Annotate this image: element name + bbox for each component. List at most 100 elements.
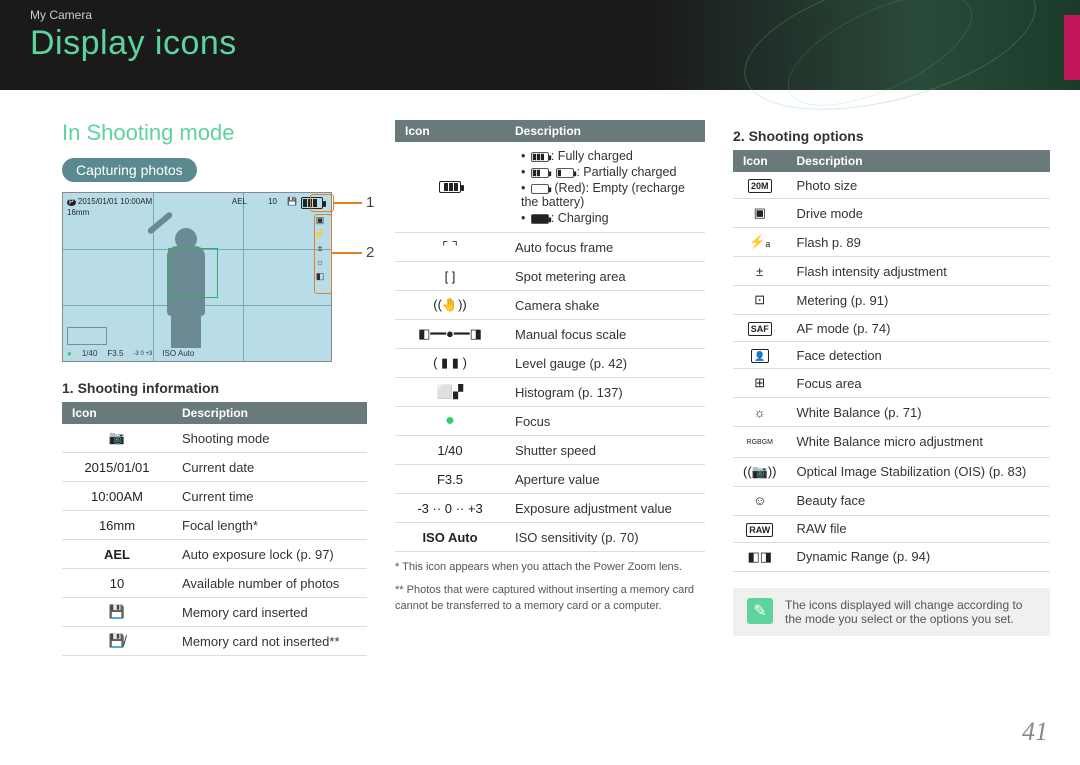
table-row: ± Flash intensity adjustment	[733, 257, 1050, 286]
row-battery: : Fully charged : Partially charged (Red…	[395, 142, 705, 233]
lcd-iso: ISO Auto	[162, 349, 194, 358]
white-balance-icon: ☼	[750, 403, 770, 421]
table-row: ● Focus	[395, 407, 705, 436]
note-text: The icons displayed will change accordin…	[785, 598, 1036, 626]
icon-description: Optical Image Stabilization (OIS) (p. 83…	[787, 457, 1050, 486]
table-row: F3.5Aperture value	[395, 465, 705, 494]
no-memory-card-icon: 💾̸	[107, 632, 127, 650]
table-row: 16mm Focal length*	[62, 511, 367, 540]
icon-description: Shooting mode	[172, 424, 367, 453]
note-box: ✎ The icons displayed will change accord…	[733, 588, 1050, 636]
battery-icon	[439, 178, 461, 196]
th-icon: Icon	[733, 150, 787, 172]
table-row: ⌜ ⌝Auto focus frame	[395, 233, 705, 262]
table-row: ☺ Beauty face	[733, 486, 1050, 515]
table-row: 💾̸Memory card not inserted**	[62, 627, 367, 656]
icon-description: Current time	[172, 482, 367, 511]
lcd-datetime: 2015/01/01 10:00AM	[78, 197, 152, 206]
icon-description: Focus	[505, 407, 705, 436]
icon-description: White Balance micro adjustment	[787, 427, 1050, 458]
footnote-1: * This icon appears when you attach the …	[395, 560, 705, 575]
icon-description: Photo size	[787, 172, 1050, 199]
table-icons-continued: Icon Description : Fully charged : Parti…	[395, 120, 705, 552]
icon-description: RAW file	[787, 515, 1050, 542]
icon-description: Drive mode	[787, 199, 1050, 228]
aperture-text: F3.5	[437, 470, 463, 488]
icon-description: Focus area	[787, 369, 1050, 398]
icon-description: Camera shake	[505, 291, 705, 320]
icon-description: Available number of photos	[172, 569, 367, 598]
table-shooting-info: Icon Description 📷 Shooting mode 2015/01/0…	[62, 402, 367, 656]
time-text: 10:00AM	[91, 487, 143, 505]
camera-icon: 📷	[107, 429, 127, 447]
callout-label-1: 1	[366, 194, 374, 211]
table-row: 💾Memory card inserted	[62, 598, 367, 627]
table-row: 10 Available number of photos	[62, 569, 367, 598]
iso-text: ISO Auto	[422, 528, 477, 546]
icon-description: Flash intensity adjustment	[787, 257, 1050, 286]
focus-dot-icon: ●	[440, 412, 460, 430]
wb-micro-icon: RGBGM	[747, 434, 773, 452]
table-row: ((📷)) Optical Image Stabilization (OIS) (…	[733, 457, 1050, 486]
table-row: ( ▮ ▮ ) Level gauge (p. 42)	[395, 349, 705, 378]
level-gauge-icon: ( ▮ ▮ )	[433, 354, 467, 372]
table-row: -3 ·· 0 ·· +3 Exposure adjustment value	[395, 494, 705, 523]
icon-description: Auto exposure lock (p. 97)	[172, 540, 367, 569]
histogram-icon: ⬜▞	[437, 383, 463, 401]
lcd-aperture: F3.5	[107, 349, 123, 358]
icon-description: Flash p. 89	[787, 228, 1050, 257]
th-icon: Icon	[62, 402, 172, 424]
callout-box-1	[310, 194, 334, 212]
column-icons-continued: Icon Description : Fully charged : Parti…	[395, 120, 705, 656]
raw-icon: RAW	[746, 523, 773, 537]
icon-description: Metering (p. 91)	[787, 286, 1050, 315]
beauty-face-icon: ☺	[750, 492, 770, 510]
table-row: RGBGM White Balance micro adjustment	[733, 427, 1050, 458]
lcd-shutter: 1/40	[82, 349, 98, 358]
memory-card-icon: 💾	[107, 603, 127, 621]
ev-scale-icon: -3 ·· 0 ·· +3	[417, 499, 482, 517]
table-row: SAFAF mode (p. 74)	[733, 315, 1050, 342]
af-frame-icon: ⌜ ⌝	[440, 238, 460, 256]
icon-description: Beauty face	[787, 486, 1050, 515]
icon-description: Level gauge (p. 42)	[505, 349, 705, 378]
table-row: 📷 Shooting mode	[62, 424, 367, 453]
top-header: My Camera Display icons	[0, 0, 1080, 90]
section-heading: In Shooting mode	[62, 120, 367, 146]
th-description: Description	[172, 402, 367, 424]
ael-icon: AEL	[104, 545, 130, 563]
icon-description: Dynamic Range (p. 94)	[787, 542, 1050, 571]
icon-description: AF mode (p. 74)	[787, 315, 1050, 342]
focal-length-text: 16mm	[99, 516, 135, 534]
icon-description: ISO sensitivity (p. 70)	[505, 523, 705, 552]
content-area: In Shooting mode Capturing photos P 2015…	[0, 90, 1080, 656]
callout-label-2: 2	[366, 244, 374, 261]
table-row: ((🤚))Camera shake	[395, 291, 705, 320]
flash-intensity-icon: ±	[750, 262, 770, 280]
photo-size-icon: 20M	[748, 179, 772, 193]
battery-partial-label: : Partially charged	[576, 165, 676, 179]
column-shooting-info: In Shooting mode Capturing photos P 2015…	[62, 120, 367, 656]
icon-description: Exposure adjustment value	[505, 494, 705, 523]
table-shooting-options: Icon Description 20MPhoto size▣Drive mod…	[733, 150, 1050, 572]
focus-area-icon: ⊞	[750, 374, 770, 392]
icon-description: Histogram (p. 137)	[505, 378, 705, 407]
shots-remaining-text: 10	[107, 574, 127, 592]
table-row: ☼White Balance (p. 71)	[733, 398, 1050, 427]
lcd-preview: P 2015/01/01 10:00AM AEL 10 💾 16mm ▣⚡±☼◧…	[62, 192, 332, 362]
ois-icon: ((📷))	[743, 463, 777, 481]
th-icon: Icon	[395, 120, 505, 142]
metering-icon: ⊡	[750, 291, 770, 309]
icon-description: Face detection	[787, 342, 1050, 369]
dynamic-range-icon: ◧◨	[747, 548, 772, 566]
note-icon: ✎	[747, 598, 773, 624]
table-row: 10:00AM Current time	[62, 482, 367, 511]
side-tab	[1064, 15, 1080, 80]
shutter-speed-text: 1/40	[437, 441, 462, 459]
icon-description: Focal length*	[172, 511, 367, 540]
date-text: 2015/01/01	[84, 458, 149, 476]
subsection-pill: Capturing photos	[62, 158, 197, 182]
icon-description: Current date	[172, 453, 367, 482]
th-description: Description	[787, 150, 1050, 172]
callout-box-2	[314, 214, 332, 294]
